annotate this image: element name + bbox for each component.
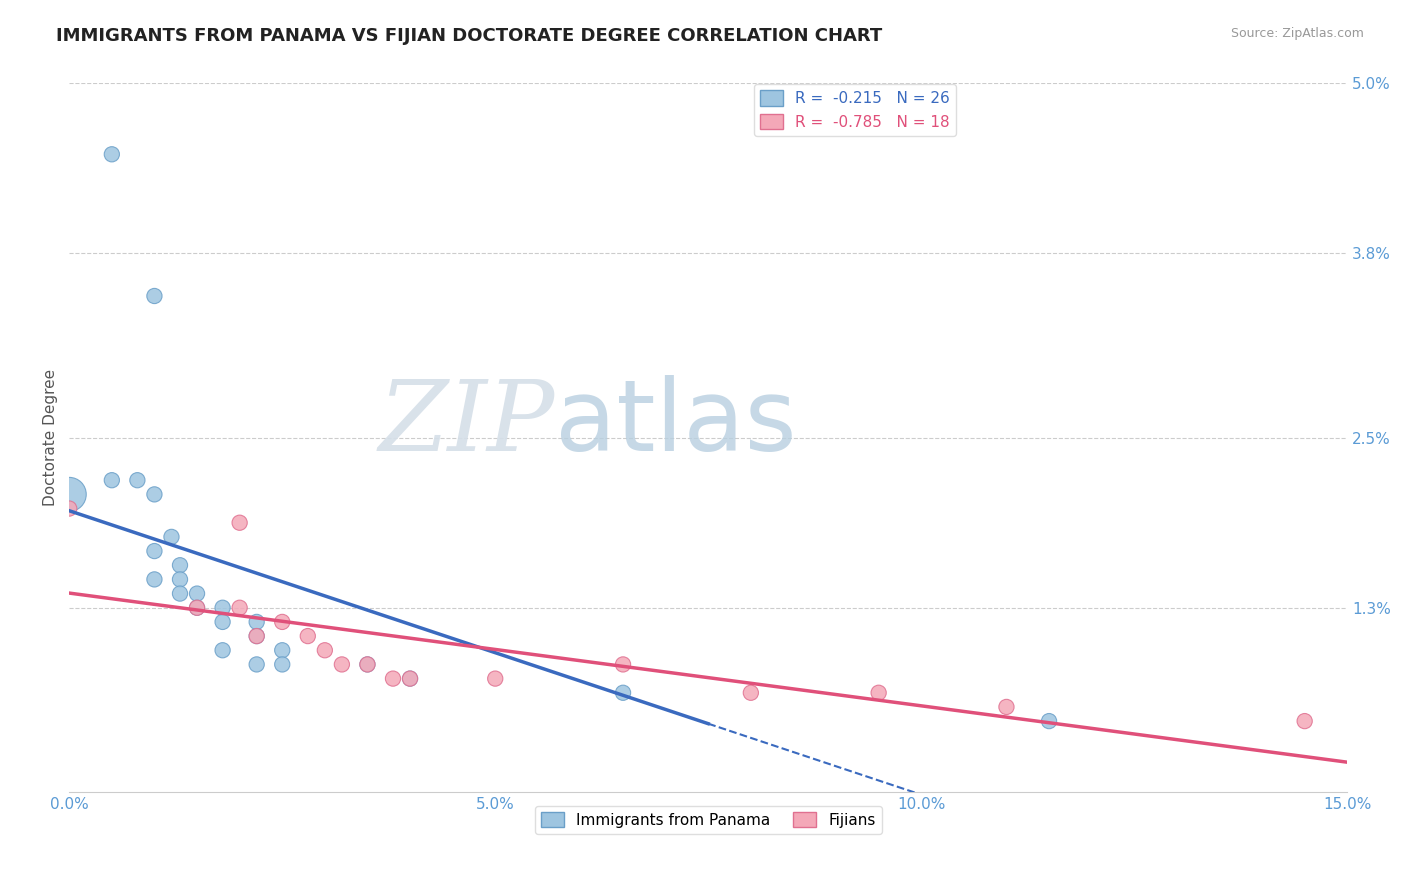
Point <box>143 487 166 501</box>
Point <box>186 586 208 600</box>
Point <box>297 629 319 643</box>
Point <box>740 686 762 700</box>
Point <box>228 516 250 530</box>
Point <box>246 615 269 629</box>
Point <box>58 487 80 501</box>
Point <box>330 657 353 672</box>
Point <box>246 657 269 672</box>
Legend: Immigrants from Panama, Fijians: Immigrants from Panama, Fijians <box>534 805 882 834</box>
Point <box>169 573 191 587</box>
Point <box>356 657 378 672</box>
Text: ZIP: ZIP <box>378 376 555 471</box>
Point <box>995 700 1018 714</box>
Point <box>314 643 336 657</box>
Y-axis label: Doctorate Degree: Doctorate Degree <box>44 369 58 507</box>
Point <box>211 600 233 615</box>
Point <box>101 147 124 161</box>
Point <box>186 600 208 615</box>
Point <box>228 600 250 615</box>
Point <box>271 643 294 657</box>
Point <box>246 629 269 643</box>
Point <box>211 615 233 629</box>
Point <box>868 686 890 700</box>
Text: IMMIGRANTS FROM PANAMA VS FIJIAN DOCTORATE DEGREE CORRELATION CHART: IMMIGRANTS FROM PANAMA VS FIJIAN DOCTORA… <box>56 27 883 45</box>
Point <box>271 615 294 629</box>
Point <box>143 544 166 558</box>
Point <box>356 657 378 672</box>
Point <box>127 473 149 487</box>
Point <box>58 501 80 516</box>
Point <box>1294 714 1316 728</box>
Point <box>271 657 294 672</box>
Point <box>143 289 166 303</box>
Text: Source: ZipAtlas.com: Source: ZipAtlas.com <box>1230 27 1364 40</box>
Point <box>160 530 183 544</box>
Point <box>211 643 233 657</box>
Point <box>169 558 191 573</box>
Point <box>612 657 634 672</box>
Point <box>399 672 422 686</box>
Point <box>399 672 422 686</box>
Point <box>382 672 405 686</box>
Text: atlas: atlas <box>555 375 797 472</box>
Point <box>1038 714 1060 728</box>
Point <box>484 672 506 686</box>
Point <box>186 600 208 615</box>
Point <box>612 686 634 700</box>
Point <box>101 473 124 487</box>
Point <box>169 586 191 600</box>
Point <box>143 573 166 587</box>
Point <box>246 629 269 643</box>
